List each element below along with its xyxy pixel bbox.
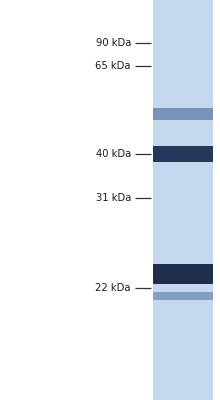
Bar bbox=[153, 292, 213, 300]
Bar bbox=[153, 264, 213, 284]
Bar bbox=[153, 108, 213, 120]
Text: 40 kDa: 40 kDa bbox=[96, 149, 131, 159]
Text: 90 kDa: 90 kDa bbox=[95, 38, 131, 48]
Text: 22 kDa: 22 kDa bbox=[95, 283, 131, 293]
Bar bbox=[153, 0, 213, 400]
Bar bbox=[153, 146, 213, 162]
Text: 65 kDa: 65 kDa bbox=[95, 61, 131, 71]
Text: 31 kDa: 31 kDa bbox=[95, 193, 131, 203]
